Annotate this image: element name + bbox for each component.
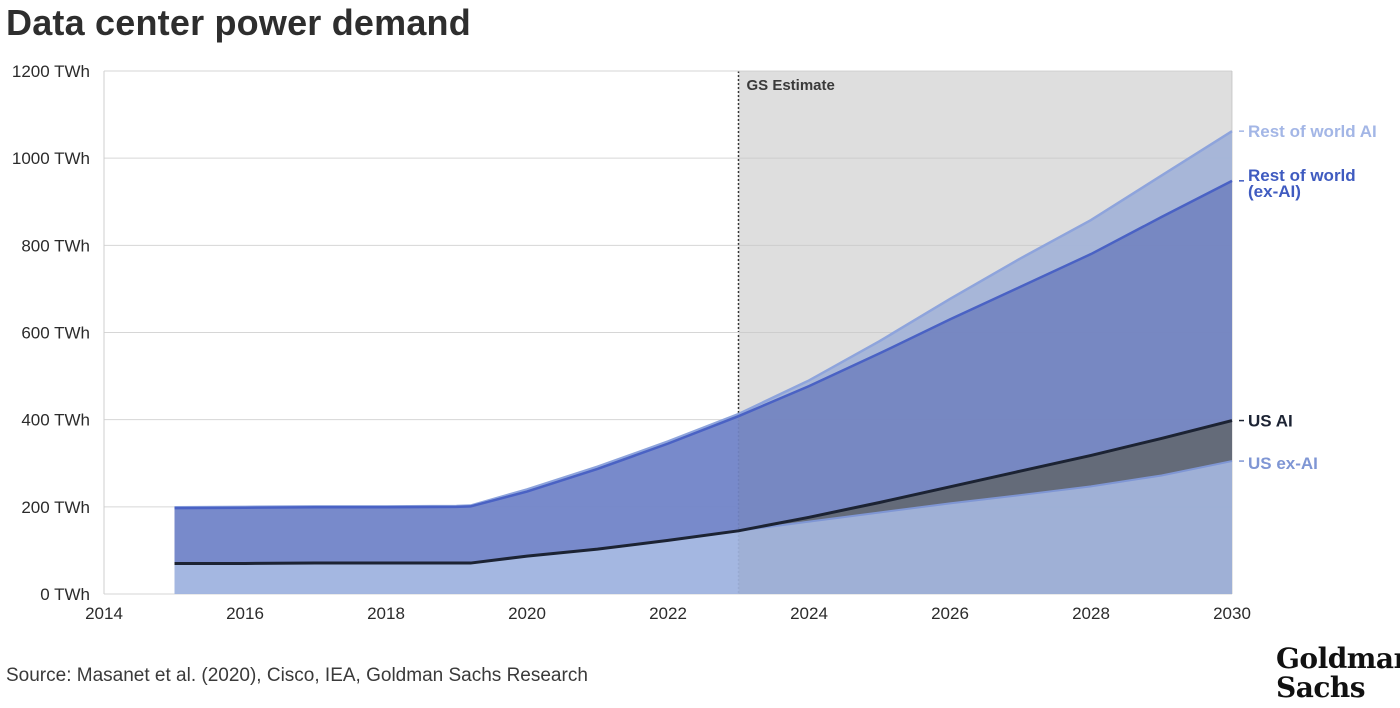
label-us-ex-ai: US ex-AI	[1248, 454, 1318, 473]
x-tick-label: 2020	[508, 604, 546, 623]
logo-line-1: Goldman	[1276, 642, 1400, 675]
series-labels: Rest of world AI Rest of world (ex-AI) US A…	[1239, 122, 1377, 473]
y-tick-label: 1200 TWh	[12, 62, 90, 81]
x-tick-label: 2024	[790, 604, 828, 623]
x-tick-label: 2030	[1213, 604, 1251, 623]
area-us-ex-ai	[174, 461, 1232, 594]
estimate-tint	[738, 71, 1232, 594]
source-note: Source: Masanet et al. (2020), Cisco, IE…	[6, 665, 588, 686]
y-tick-label: 400 TWh	[21, 411, 90, 430]
y-tick-label: 1000 TWh	[12, 149, 90, 168]
y-tick-label: 800 TWh	[21, 236, 90, 255]
x-tick-label: 2028	[1072, 604, 1110, 623]
area-layers	[174, 71, 1232, 594]
y-tick-label: 200 TWh	[21, 498, 90, 517]
chart-title: Data center power demand	[6, 2, 471, 43]
area-rest-of-world-ex-ai	[174, 180, 1232, 564]
series-lines	[174, 130, 1233, 565]
goldman-sachs-logo: Goldman Sachs	[1276, 644, 1400, 702]
x-tick-label: 2022	[649, 604, 687, 623]
y-tick-label: 600 TWh	[21, 324, 90, 343]
x-tick-label: 2014	[85, 604, 123, 623]
label-us-ai: US AI	[1248, 412, 1293, 431]
logo-line-2: Sachs	[1276, 671, 1366, 704]
label-rest-of-world-ai: Rest of world AI	[1248, 122, 1377, 141]
x-tick-label: 2026	[931, 604, 969, 623]
annotation-gs-estimate: GS Estimate	[747, 77, 835, 94]
x-tick-label: 2016	[226, 604, 264, 623]
line-us-ai	[174, 419, 1233, 565]
label-rest-of-world-ex-ai: Rest of world (ex-AI)	[1248, 166, 1356, 201]
y-tick-label: 0 TWh	[40, 585, 90, 604]
area-us-ai	[174, 420, 1232, 564]
line-rest-of-world-ex-ai	[174, 179, 1233, 510]
axis-labels: 0 TWh 200 TWh 400 TWh 600 TWh 800 TWh 1000 TW…	[12, 62, 1251, 623]
x-tick-label: 2018	[367, 604, 405, 623]
